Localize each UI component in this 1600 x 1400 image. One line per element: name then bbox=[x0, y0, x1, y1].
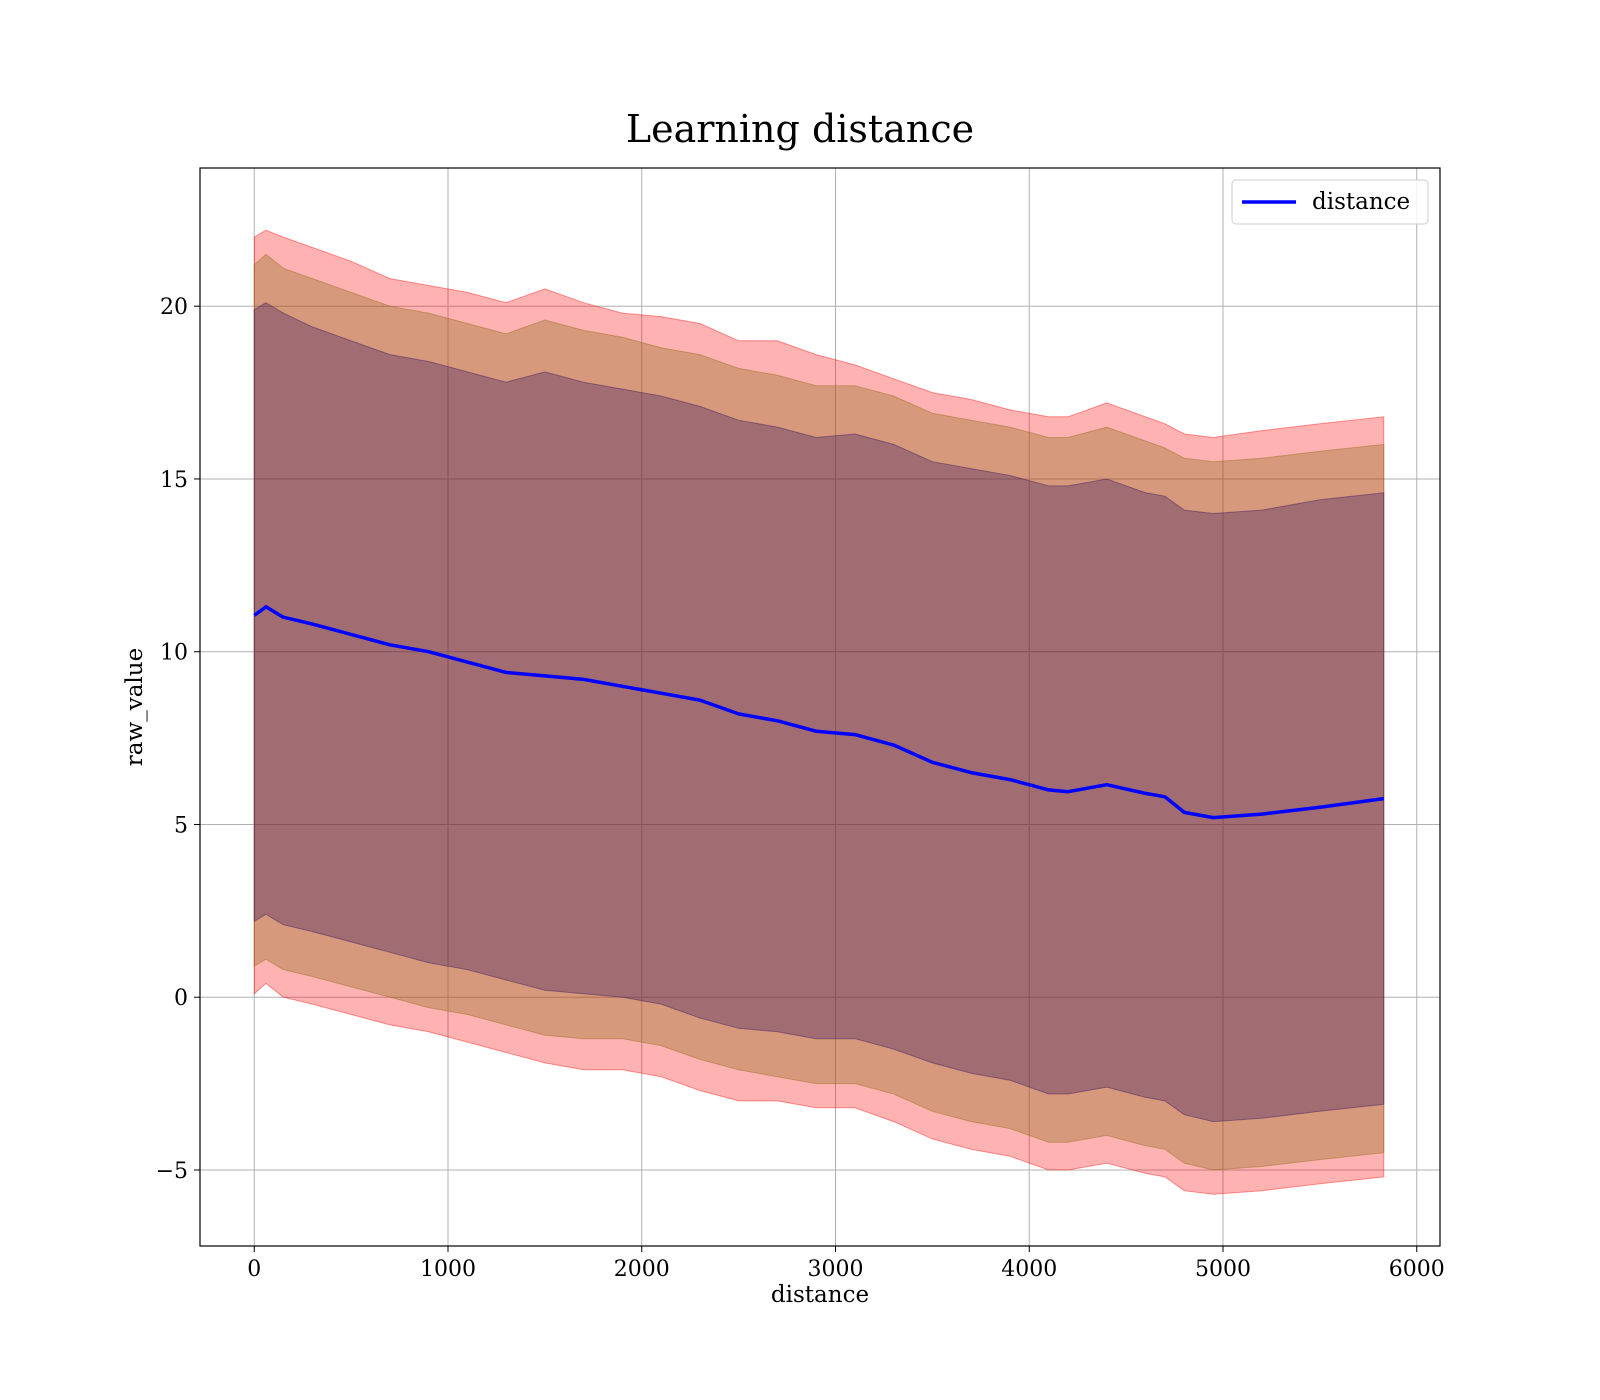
y-tick-label: 20 bbox=[160, 295, 188, 320]
series-lines bbox=[253, 605, 1385, 820]
legend: distance bbox=[1231, 179, 1429, 225]
x-tick-label: 2000 bbox=[614, 1257, 670, 1282]
legend-box bbox=[1231, 179, 1429, 225]
legend-label-distance: distance bbox=[1312, 189, 1410, 215]
plot-frame bbox=[199, 167, 1441, 1247]
confidence-bands bbox=[253, 229, 1385, 1195]
grid bbox=[200, 168, 1440, 1246]
x-tick-label: 4000 bbox=[1001, 1257, 1057, 1282]
x-tick-label: 0 bbox=[247, 1257, 261, 1282]
band-area-0 bbox=[253, 229, 1385, 1195]
y-tick-label: 0 bbox=[174, 986, 188, 1011]
y-axis: −5 0 5 10 15 20 bbox=[156, 295, 200, 1184]
band-area-2 bbox=[253, 302, 1385, 1123]
x-tick-label: 1000 bbox=[420, 1257, 476, 1282]
y-tick-label: 10 bbox=[160, 641, 188, 666]
y-tick-label: 15 bbox=[160, 468, 188, 493]
x-axis: 0 1000 2000 3000 4000 5000 6000 bbox=[247, 1246, 1445, 1282]
series-line-0 bbox=[253, 605, 1385, 820]
chart-title: Learning distance bbox=[626, 107, 974, 151]
y-tick-label: 5 bbox=[174, 813, 188, 838]
y-axis-label: raw_value bbox=[122, 648, 148, 766]
x-tick-label: 5000 bbox=[1195, 1257, 1251, 1282]
x-tick-label: 6000 bbox=[1389, 1257, 1445, 1282]
x-tick-label: 3000 bbox=[808, 1257, 864, 1282]
y-tick-label: −5 bbox=[156, 1159, 188, 1184]
x-axis-label: distance bbox=[771, 1282, 869, 1308]
band-area-1 bbox=[253, 253, 1385, 1171]
